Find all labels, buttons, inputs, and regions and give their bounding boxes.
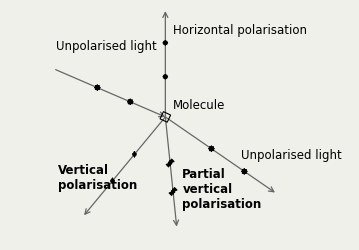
Text: Vertical
polarisation: Vertical polarisation (57, 164, 137, 192)
Text: Horizontal polarisation: Horizontal polarisation (173, 24, 307, 37)
Text: Molecule: Molecule (173, 99, 225, 112)
Text: Partial
vertical
polarisation: Partial vertical polarisation (182, 168, 262, 210)
Text: Unpolarised light: Unpolarised light (56, 40, 157, 52)
Text: Unpolarised light: Unpolarised light (241, 149, 342, 162)
